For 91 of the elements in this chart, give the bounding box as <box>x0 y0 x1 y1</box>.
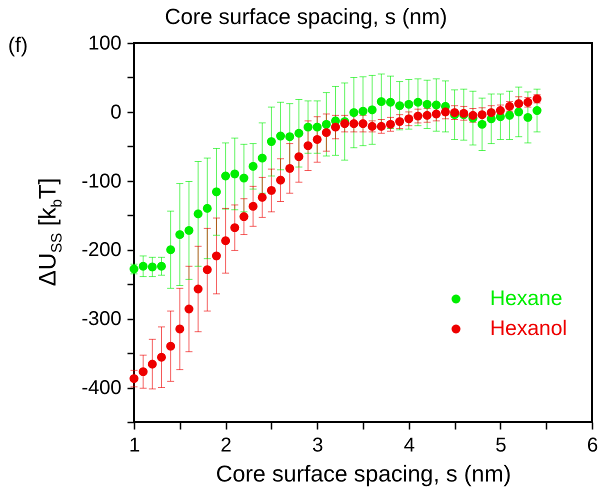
point <box>248 202 258 211</box>
point <box>422 100 432 109</box>
point <box>175 324 184 334</box>
point <box>505 110 514 120</box>
point <box>194 209 203 218</box>
point <box>523 112 532 122</box>
legend-label: Hexane <box>490 287 562 310</box>
point <box>496 106 505 115</box>
point <box>230 223 240 232</box>
point <box>386 120 395 129</box>
point <box>486 108 496 118</box>
point <box>422 110 432 120</box>
point <box>404 114 414 124</box>
point <box>194 284 203 294</box>
point <box>312 122 322 132</box>
point <box>148 262 157 272</box>
x-tick-label: 3 <box>312 434 324 456</box>
point <box>404 100 414 109</box>
y-tick-label: -400 <box>81 377 122 400</box>
point <box>304 122 313 132</box>
point <box>248 162 258 171</box>
point <box>395 101 404 110</box>
text: Core surface spacing, s (nm) <box>164 4 448 30</box>
y-tick-label: 100 <box>88 32 122 54</box>
point <box>130 374 138 384</box>
point <box>230 169 240 178</box>
point <box>532 106 542 115</box>
point <box>166 245 176 254</box>
point <box>258 154 267 163</box>
point <box>148 360 157 369</box>
point <box>138 367 148 376</box>
point <box>294 152 304 162</box>
point <box>285 164 294 173</box>
point <box>239 174 248 183</box>
point <box>432 100 441 110</box>
x-tick-label: 2 <box>220 434 232 456</box>
point <box>349 108 358 118</box>
point <box>294 128 304 138</box>
point <box>276 132 286 140</box>
y-tick-label: -200 <box>81 239 122 262</box>
point <box>212 251 221 260</box>
point <box>368 105 377 114</box>
point <box>221 172 230 180</box>
point <box>514 99 524 108</box>
point <box>322 120 331 129</box>
point <box>395 117 404 126</box>
point <box>358 119 368 128</box>
point <box>166 342 176 351</box>
point <box>184 226 194 235</box>
x-tick-label: 4 <box>404 434 415 456</box>
point <box>276 176 286 185</box>
y-tick-label: 0 <box>110 101 122 124</box>
point <box>440 107 450 116</box>
y-tick-label: -100 <box>81 170 122 192</box>
point <box>312 135 322 144</box>
point <box>386 98 395 107</box>
point <box>266 186 276 195</box>
point <box>468 110 478 120</box>
point <box>432 110 441 118</box>
point <box>331 122 340 132</box>
text: (f) <box>8 34 28 58</box>
x-tick-label: 1 <box>128 434 140 456</box>
point <box>202 204 212 213</box>
x-tick-label: 5 <box>495 434 506 456</box>
point <box>478 120 487 129</box>
point <box>239 212 248 222</box>
x-tick-label: 6 <box>586 434 598 456</box>
point <box>285 132 294 142</box>
legend-label: Hexanol <box>490 317 568 340</box>
point <box>358 106 368 116</box>
point <box>175 230 184 240</box>
point <box>157 262 166 271</box>
point <box>157 352 166 362</box>
point <box>212 187 221 196</box>
point <box>202 265 212 274</box>
point <box>221 236 230 246</box>
y-tick-label: -300 <box>81 308 122 330</box>
x-axis-title: Core surface spacing, s (nm) <box>216 460 512 486</box>
point <box>413 112 422 121</box>
point <box>184 304 194 314</box>
point <box>322 128 331 138</box>
point <box>304 141 313 150</box>
point <box>376 97 386 106</box>
point <box>514 107 524 116</box>
point <box>258 192 267 202</box>
point <box>376 122 386 131</box>
point <box>266 137 276 146</box>
point <box>413 98 422 107</box>
point <box>478 110 487 120</box>
point <box>349 119 358 128</box>
point <box>138 262 148 271</box>
